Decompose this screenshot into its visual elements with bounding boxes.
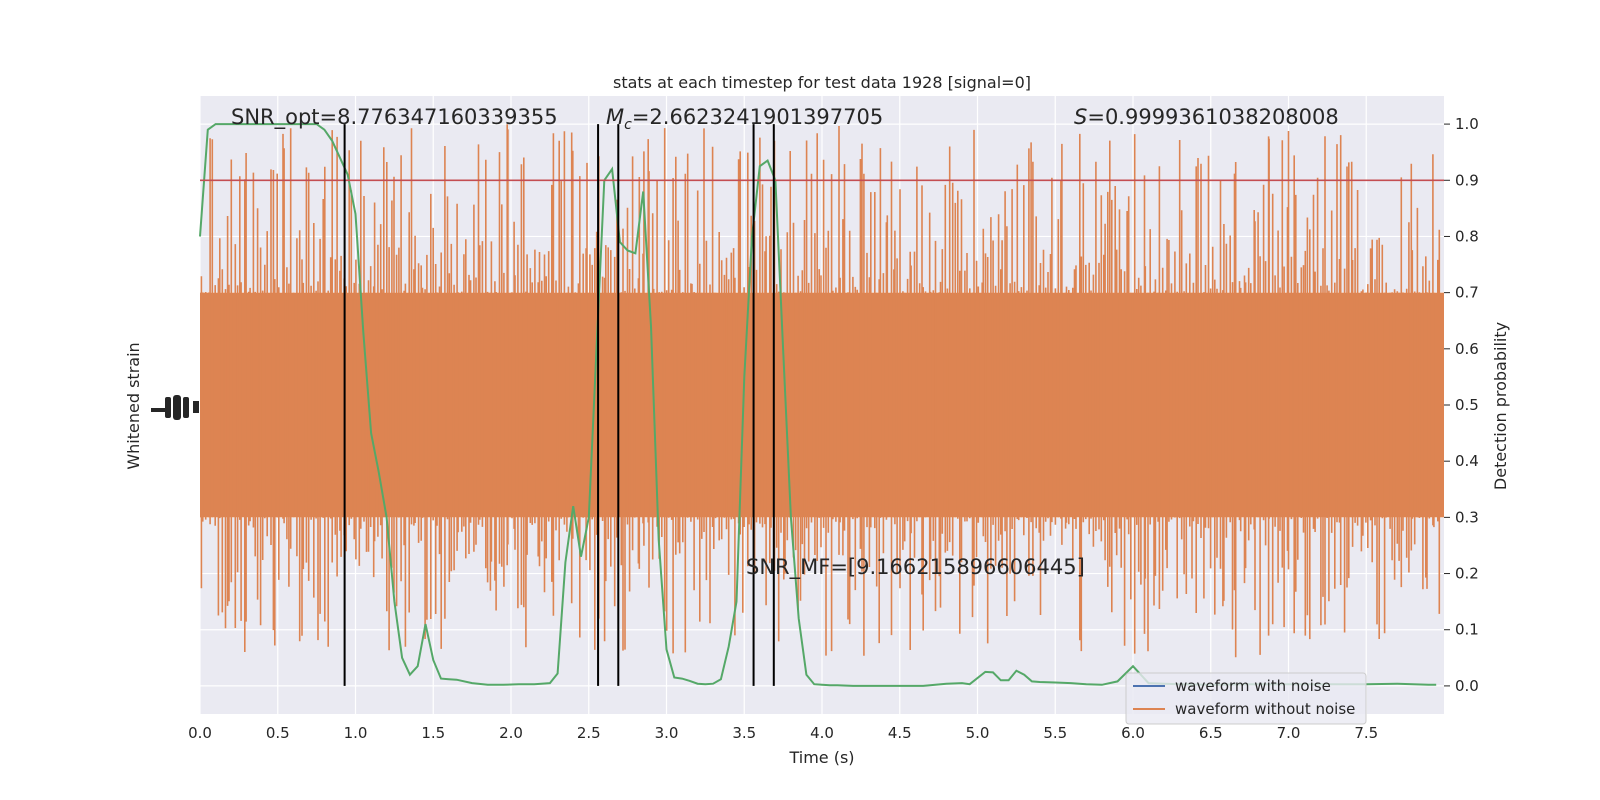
mc-value: =2.6623241901397705 <box>632 105 883 129</box>
x-tick-label: 0.5 <box>266 724 290 742</box>
x-tick-label: 2.5 <box>577 724 601 742</box>
snr-mf-annotation: SNR_MF=[9.166215896606445] <box>746 555 1085 580</box>
y-tick-label: 0.5 <box>1455 396 1479 414</box>
x-tick-label: 4.5 <box>888 724 912 742</box>
x-tick-label: 6.0 <box>1121 724 1145 742</box>
left-axis-artifacts <box>151 395 199 420</box>
x-tick-label: 1.0 <box>344 724 368 742</box>
y-tick-label: 0.2 <box>1455 565 1479 583</box>
strain-spikes <box>200 124 1441 658</box>
y-tick-label: 0.9 <box>1455 171 1479 189</box>
y-ticks-right: 0.0 0.1 0.2 0.3 0.4 0.5 0.6 0.7 0.8 0.9 1.0 <box>1444 115 1479 695</box>
mc-subscript: c <box>624 117 632 133</box>
legend-label-noise: waveform with noise <box>1175 677 1331 695</box>
probability-series <box>199 123 1437 687</box>
legend-box <box>1125 672 1367 725</box>
x-tick-label: 7.0 <box>1277 724 1301 742</box>
x-ticks: 0.0 0.5 1.0 1.5 2.0 2.5 3.0 3.5 4.0 4.5 5.0 5.5 6.0 6… <box>188 724 1378 742</box>
s-annotation: S=0.9999361038208008 <box>1074 105 1339 129</box>
x-tick-label: 4.0 <box>810 724 834 742</box>
legend: waveform with noise waveform without noi… <box>1125 672 1367 725</box>
x-tick-label: 3.5 <box>732 724 756 742</box>
x-axis-label: Time (s) <box>788 748 854 767</box>
x-tick-label: 6.5 <box>1199 724 1223 742</box>
y-tick-label: 1.0 <box>1455 115 1479 133</box>
y-axis-label-right: Detection probability <box>1491 322 1510 490</box>
y-tick-label: 0.0 <box>1455 677 1479 695</box>
left-tick-artifact <box>193 401 199 413</box>
x-tick-label: 5.0 <box>966 724 990 742</box>
left-tick-artifact <box>173 395 181 420</box>
left-tick-artifact <box>165 397 171 418</box>
y-axis-label-left: Whitened strain <box>124 342 143 469</box>
legend-label-clean: waveform without noise <box>1175 700 1355 718</box>
left-tick-artifact <box>183 397 189 418</box>
strain-band <box>200 292 1444 518</box>
chirp-mass-annotation: Mc=2.6623241901397705 <box>606 105 883 133</box>
x-tick-label: 1.5 <box>421 724 445 742</box>
strain-series <box>200 124 1444 658</box>
y-tick-label: 0.4 <box>1455 452 1479 470</box>
x-tick-label: 0.0 <box>188 724 212 742</box>
y-tick-label: 0.7 <box>1455 284 1479 302</box>
snr-opt-annotation: SNR_opt=8.776347160339355 <box>231 105 558 130</box>
probability-line <box>199 123 1437 687</box>
x-tick-label: 5.5 <box>1043 724 1067 742</box>
chart-title: stats at each timestep for test data 192… <box>613 73 1031 92</box>
y-tick-label: 0.3 <box>1455 508 1479 526</box>
s-value: =0.9999361038208008 <box>1087 105 1338 129</box>
x-tick-label: 2.0 <box>499 724 523 742</box>
vertical-lines <box>343 124 775 686</box>
mc-symbol: M <box>606 105 624 129</box>
y-tick-label: 0.8 <box>1455 227 1479 245</box>
x-tick-label: 7.5 <box>1354 724 1378 742</box>
s-symbol: S <box>1074 105 1087 129</box>
x-tick-label: 3.0 <box>655 724 679 742</box>
left-tick-artifact <box>151 408 165 412</box>
y-tick-label: 0.6 <box>1455 340 1479 358</box>
y-tick-label: 0.1 <box>1455 621 1479 639</box>
